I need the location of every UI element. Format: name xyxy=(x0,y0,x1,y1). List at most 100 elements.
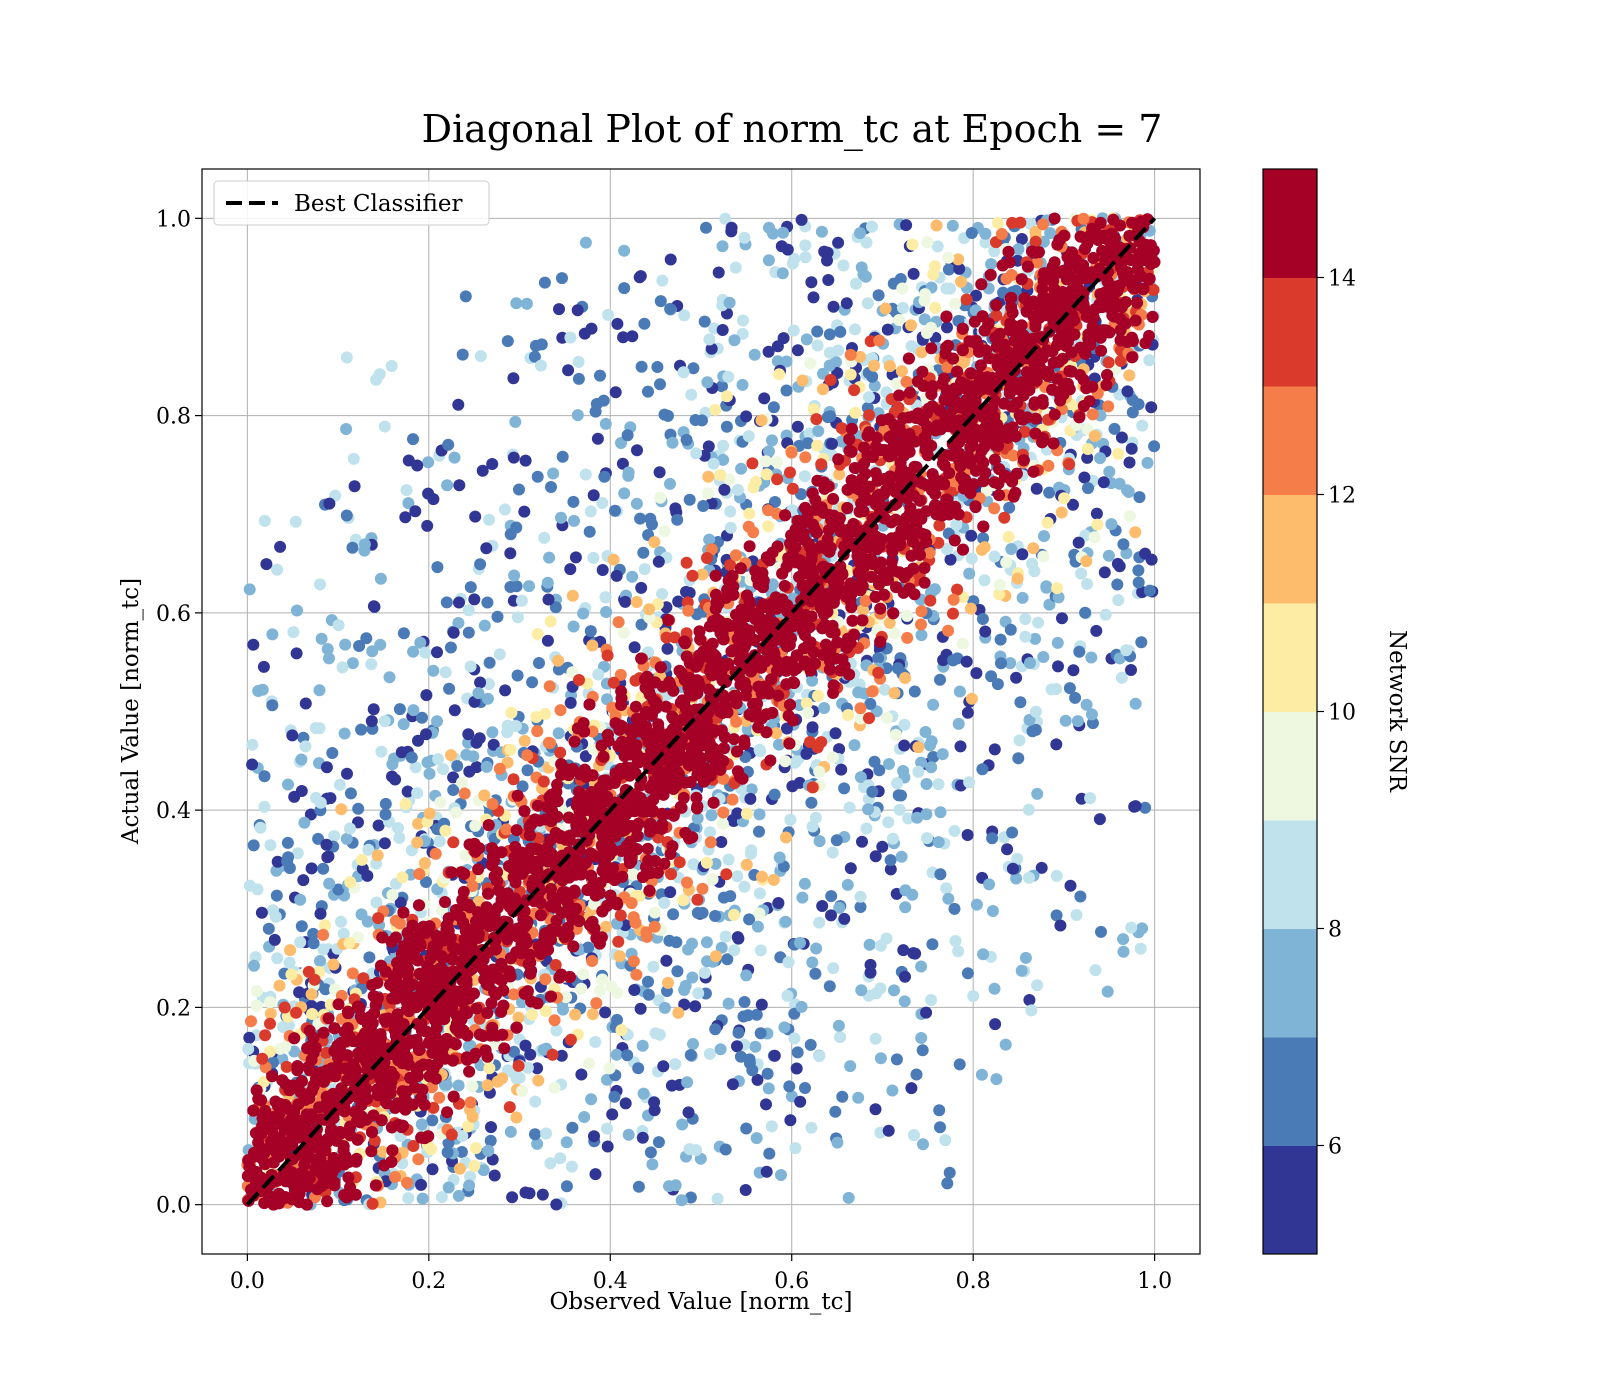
scatter-point xyxy=(743,913,756,926)
scatter-point xyxy=(453,1162,466,1175)
scatter-point xyxy=(416,1192,429,1205)
scatter-point xyxy=(1143,354,1156,367)
scatter-point xyxy=(1111,578,1124,591)
scatter-point xyxy=(841,878,854,891)
scatter-point xyxy=(732,1026,745,1039)
scatter-point xyxy=(246,758,259,771)
scatter-point xyxy=(314,907,327,920)
scatter-point xyxy=(760,468,773,481)
scatter-point xyxy=(863,938,876,951)
scatter-point xyxy=(816,900,829,912)
scatter-point xyxy=(552,654,565,667)
scatter-point xyxy=(355,723,368,736)
scatter-point xyxy=(605,980,618,993)
scatter-point xyxy=(1018,425,1031,438)
scatter-point xyxy=(675,1194,688,1207)
scatter-point xyxy=(723,296,736,309)
scatter-point xyxy=(285,968,298,981)
scatter-point xyxy=(667,908,680,921)
scatter-point xyxy=(671,965,684,978)
scatter-point xyxy=(431,646,443,659)
scatter-point xyxy=(321,643,334,655)
scatter-point xyxy=(753,907,766,920)
scatter-point xyxy=(327,958,340,971)
scatter-point xyxy=(600,606,613,618)
scatter-point xyxy=(993,588,1006,601)
scatter-point xyxy=(1121,385,1134,398)
scatter-point xyxy=(507,773,520,786)
scatter-point xyxy=(983,878,996,891)
scatter-point xyxy=(358,544,371,557)
scatter-point xyxy=(353,640,366,652)
scatter-point xyxy=(566,589,579,602)
scatter-point xyxy=(420,876,432,888)
scatter-point xyxy=(1123,369,1136,382)
scatter-point xyxy=(441,1146,454,1159)
scatter-point xyxy=(743,1057,756,1070)
scatter-point xyxy=(374,638,387,651)
scatter-point xyxy=(776,267,789,280)
scatter-point xyxy=(1052,591,1065,604)
scatter-point xyxy=(806,781,819,794)
scatter-point xyxy=(763,1147,776,1160)
scatter-point xyxy=(293,986,306,999)
scatter-point xyxy=(724,521,737,534)
scatter-point xyxy=(601,1140,614,1153)
scatter-point xyxy=(854,901,867,913)
scatter-point xyxy=(716,240,729,253)
scatter-point xyxy=(740,807,753,820)
scatter-point xyxy=(565,1160,578,1173)
scatter-point xyxy=(379,797,392,810)
scatter-point xyxy=(874,939,887,952)
scatter-point xyxy=(716,324,729,336)
scatter-point xyxy=(975,543,988,556)
scatter-point xyxy=(542,593,555,606)
scatter-point xyxy=(1088,430,1101,442)
scatter-point xyxy=(794,936,806,949)
scatter-point xyxy=(761,1067,774,1080)
scatter-point xyxy=(723,473,736,486)
scatter-point xyxy=(617,331,630,344)
scatter-point xyxy=(448,451,461,464)
scatter-point xyxy=(484,1134,497,1147)
scatter-point xyxy=(1029,235,1042,248)
scatter-point xyxy=(636,1039,649,1052)
scatter-point xyxy=(700,221,712,234)
scatter-point xyxy=(361,915,374,928)
scatter-point xyxy=(799,451,812,464)
scatter-point xyxy=(742,1009,755,1022)
scatter-point xyxy=(677,894,690,907)
scatter-point xyxy=(477,1164,490,1177)
scatter-point xyxy=(332,883,345,896)
scatter-point xyxy=(270,889,283,902)
scatter-point xyxy=(1000,556,1013,569)
scatter-point xyxy=(810,942,823,955)
scatter-point xyxy=(960,293,973,306)
scatter-point xyxy=(575,982,588,995)
scatter-point xyxy=(571,304,584,317)
scatter-point xyxy=(589,1168,602,1181)
scatter-point xyxy=(725,221,738,234)
scatter-point xyxy=(554,1152,567,1165)
scatter-point xyxy=(1073,645,1086,658)
scatter-point xyxy=(704,836,717,849)
scatter-point xyxy=(268,933,281,946)
scatter-point xyxy=(317,928,330,941)
scatter-point xyxy=(767,873,780,886)
scatter-point xyxy=(900,219,913,232)
scatter-point xyxy=(1086,408,1099,421)
scatter-point xyxy=(685,388,698,401)
scatter-point xyxy=(759,455,772,468)
scatter-point xyxy=(630,968,643,981)
scatter-point xyxy=(399,511,412,524)
scatter-point xyxy=(601,649,614,662)
scatter-point xyxy=(1019,951,1032,964)
scatter-point xyxy=(622,466,635,479)
scatter-point xyxy=(1051,582,1064,595)
scatter-point xyxy=(661,642,674,655)
scatter-point xyxy=(411,787,424,799)
scatter-point xyxy=(552,663,565,676)
scatter-point xyxy=(468,1160,481,1172)
scatter-point xyxy=(652,555,665,568)
scatter-point xyxy=(466,1080,479,1093)
